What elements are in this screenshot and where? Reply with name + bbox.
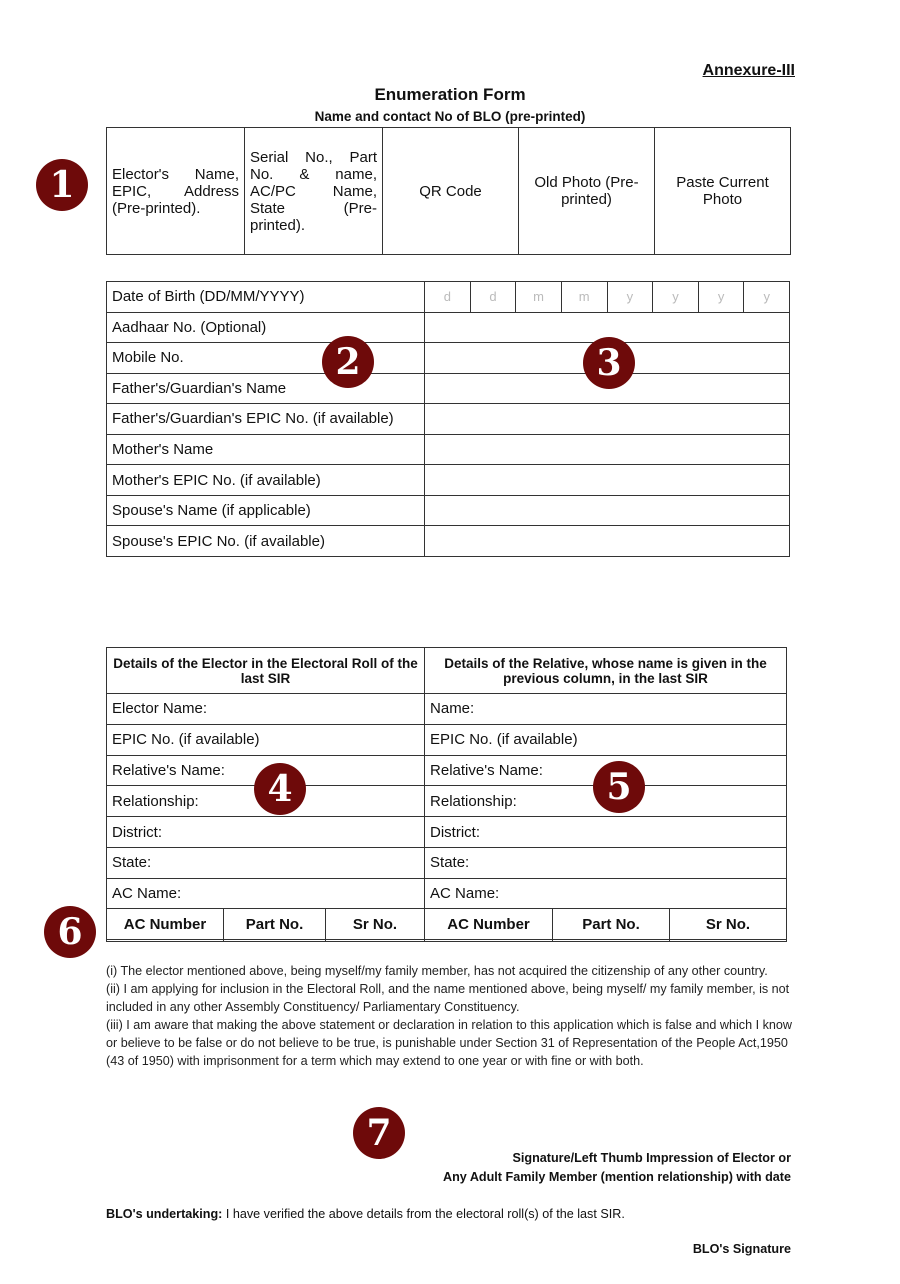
- sub-header: AC Number: [106, 908, 224, 941]
- spouse-epic-input[interactable]: [424, 525, 790, 557]
- elector-field[interactable]: District:: [105, 816, 426, 848]
- dob-digit[interactable]: y: [606, 281, 654, 313]
- old-photo-cell: Old Photo (Pre-printed): [518, 127, 655, 255]
- elector-field[interactable]: State:: [105, 846, 426, 879]
- field-label: Mobile No.: [106, 342, 425, 374]
- elector-info-cell: Elector's Name, EPIC, Address (Pre-print…: [106, 127, 245, 255]
- annexure-label: Annexure-III: [702, 62, 795, 79]
- elector-sir-header: Details of the Elector in the Electoral …: [105, 647, 426, 694]
- ac-number-input[interactable]: [106, 939, 224, 942]
- marker-1-icon: 1: [36, 159, 88, 211]
- field-label: Spouse's EPIC No. (if available): [106, 525, 425, 557]
- signature-line-1: Signature/Left Thumb Impression of Elect…: [512, 1151, 792, 1165]
- declaration-2: (ii) I am applying for inclusion in the …: [106, 982, 790, 1014]
- field-label: Mother's EPIC No. (if available): [106, 464, 425, 496]
- signature-line-2: Any Adult Family Member (mention relatio…: [443, 1170, 791, 1184]
- elector-field[interactable]: EPIC No. (if available): [105, 723, 426, 756]
- relative-field[interactable]: EPIC No. (if available): [424, 723, 787, 756]
- spouse-name-input[interactable]: [424, 494, 790, 527]
- relative-field[interactable]: State:: [424, 846, 787, 879]
- relative-field[interactable]: District:: [424, 816, 787, 848]
- relative-field[interactable]: AC Name:: [424, 877, 787, 910]
- declaration-3: (iii) I am aware that making the above s…: [106, 1018, 793, 1068]
- marker-5-icon: 5: [593, 761, 645, 813]
- dob-digit[interactable]: d: [424, 281, 471, 313]
- marker-6-icon: 6: [44, 906, 96, 958]
- elector-field[interactable]: AC Name:: [105, 877, 426, 910]
- personal-details-table: Date of Birth (DD/MM/YYYY) d d m m y y y…: [106, 281, 790, 557]
- relative-part-no-input[interactable]: [552, 939, 671, 942]
- relative-field[interactable]: Name:: [424, 693, 787, 725]
- field-label: Mother's Name: [106, 433, 425, 466]
- sub-header: AC Number: [424, 908, 554, 941]
- marker-4-icon: 4: [254, 763, 306, 815]
- field-label: Aadhaar No. (Optional): [106, 311, 425, 344]
- dob-digit[interactable]: d: [469, 281, 517, 313]
- marker-7-icon: 7: [353, 1107, 405, 1159]
- field-label: Date of Birth (DD/MM/YYYY): [106, 281, 425, 313]
- form-title: Enumeration Form: [374, 85, 526, 104]
- sub-header: Part No.: [552, 908, 671, 941]
- declarations: (i) The elector mentioned above, being m…: [106, 962, 792, 1070]
- marker-2-icon: 2: [322, 336, 374, 388]
- blo-signature: BLO's Signature: [692, 1242, 791, 1256]
- blo-undertaking-text: I have verified the above details from t…: [222, 1207, 625, 1221]
- dob-digit[interactable]: y: [652, 281, 699, 313]
- relative-sir-header: Details of the Relative, whose name is g…: [424, 647, 787, 694]
- mother-name-input[interactable]: [424, 433, 790, 466]
- blo-undertaking-label: BLO's undertaking:: [106, 1207, 223, 1221]
- sub-header: Part No.: [223, 908, 326, 941]
- form-subtitle: Name and contact No of BLO (pre-printed): [314, 109, 586, 124]
- relative-sr-no-input[interactable]: [669, 939, 787, 942]
- mother-epic-input[interactable]: [424, 464, 790, 496]
- dob-digit[interactable]: m: [515, 281, 562, 313]
- sub-header: Sr No.: [669, 908, 787, 941]
- current-photo-cell[interactable]: Paste Current Photo: [654, 127, 791, 255]
- part-no-input[interactable]: [223, 939, 326, 942]
- field-label: Father's/Guardian's EPIC No. (if availab…: [106, 403, 425, 435]
- dob-digit[interactable]: y: [697, 281, 745, 313]
- dob-digit[interactable]: m: [560, 281, 608, 313]
- header-table: Elector's Name, EPIC, Address (Pre-print…: [106, 127, 791, 255]
- elector-field[interactable]: Elector Name:: [105, 693, 426, 725]
- blo-undertaking: BLO's undertaking: I have verified the a…: [106, 1207, 625, 1221]
- field-label: Father's/Guardian's Name: [106, 372, 425, 405]
- dob-digit[interactable]: y: [743, 281, 790, 313]
- marker-3-icon: 3: [583, 337, 635, 389]
- field-label: Spouse's Name (if applicable): [106, 494, 425, 527]
- relative-ac-number-input[interactable]: [424, 939, 554, 942]
- declaration-1: (i) The elector mentioned above, being m…: [106, 964, 768, 978]
- serial-info-cell: Serial No., Part No. & name, AC/PC Name,…: [244, 127, 383, 255]
- qr-code-cell: QR Code: [382, 127, 519, 255]
- sr-no-input[interactable]: [324, 939, 426, 942]
- sub-header: Sr No.: [324, 908, 426, 941]
- sir-details-table: Details of the Elector in the Electoral …: [105, 647, 787, 942]
- father-epic-input[interactable]: [424, 403, 790, 435]
